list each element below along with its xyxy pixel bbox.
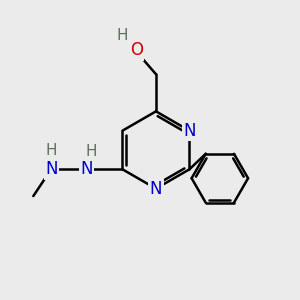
Text: N: N — [81, 160, 93, 178]
Text: N: N — [45, 160, 57, 178]
Text: O: O — [130, 41, 143, 59]
Text: H: H — [45, 143, 57, 158]
Text: N: N — [150, 180, 162, 198]
Text: H: H — [85, 144, 97, 159]
Text: N: N — [183, 122, 196, 140]
Text: H: H — [116, 28, 128, 43]
